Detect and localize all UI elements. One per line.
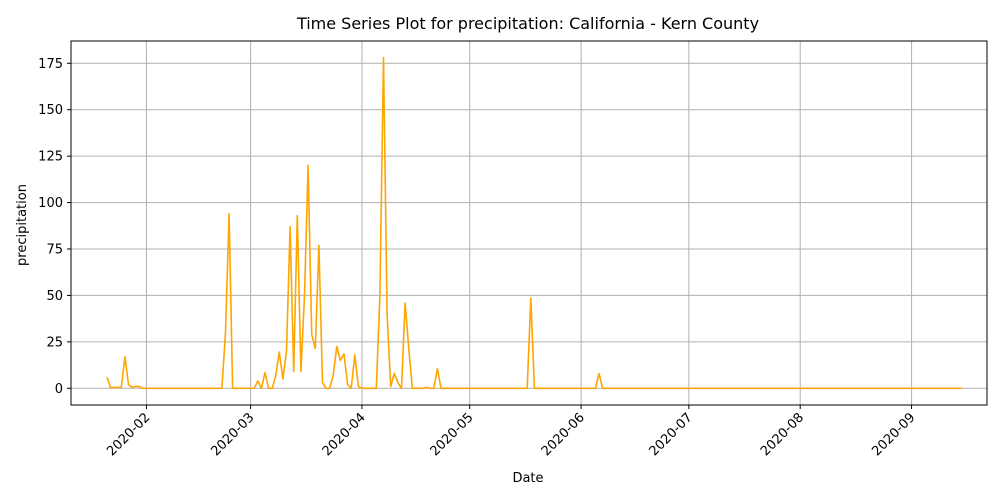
x-tick-label: 2020-06 [539, 410, 588, 459]
grid-lines [71, 41, 987, 405]
y-tick-label: 150 [38, 103, 63, 118]
x-tick-label: 2020-03 [208, 410, 257, 459]
y-tick-label: 175 [38, 57, 63, 72]
y-tick-label: 75 [46, 243, 63, 258]
x-axis-ticks: 2020-02 2020-03 2020-04 2020-05 2020-06 2020-… [104, 405, 918, 459]
x-tick-label: 2020-04 [320, 410, 369, 459]
plot-frame [70, 40, 988, 406]
x-axis-label: Date [512, 471, 543, 486]
x-tick-label: 2020-07 [647, 410, 696, 459]
chart-title: Time Series Plot for precipitation: Cali… [296, 14, 759, 33]
x-tick-label: 2020-05 [428, 410, 477, 459]
x-tick-label: 2020-08 [758, 410, 807, 459]
y-tick-label: 0 [55, 382, 63, 397]
y-tick-label: 100 [38, 196, 63, 211]
y-tick-label: 50 [46, 289, 63, 304]
x-tick-label: 2020-09 [869, 410, 918, 459]
y-tick-label: 25 [46, 335, 63, 350]
x-tick-label: 2020-02 [104, 410, 153, 459]
y-tick-label: 125 [38, 150, 63, 165]
series-layer [106, 56, 962, 390]
y-axis-label: precipitation [15, 184, 30, 266]
y-axis-ticks: 0 25 50 75 100 125 150 175 [38, 57, 71, 397]
series-line-0 [106, 56, 962, 390]
